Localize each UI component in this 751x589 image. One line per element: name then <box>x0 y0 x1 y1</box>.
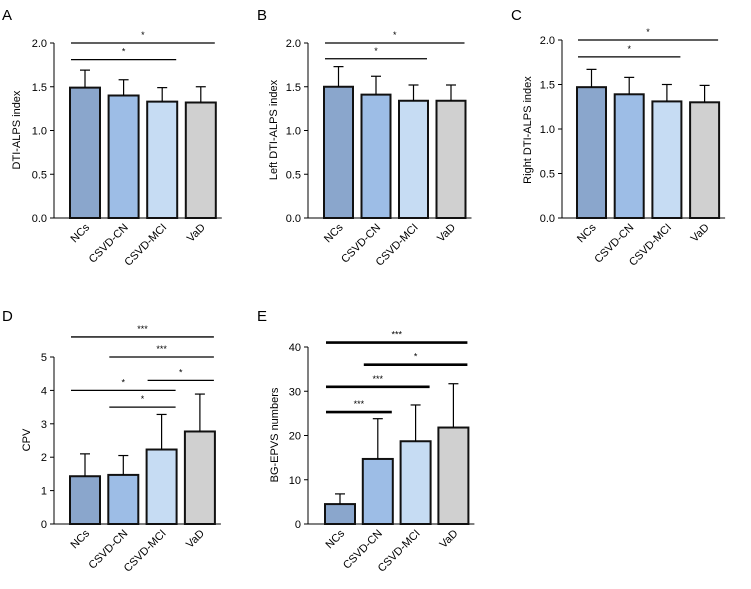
category-label: VaD <box>435 222 458 245</box>
bar-VaD <box>184 101 217 219</box>
y-axis-title: BG-EPVS numbers <box>269 387 281 482</box>
category-label: NCs <box>69 527 93 551</box>
y-tick-label: 0.5 <box>540 169 555 181</box>
bar-NCs <box>576 86 607 219</box>
y-tick-label: 0.5 <box>32 169 47 181</box>
significance-label: * <box>141 394 145 404</box>
category-label: NCs <box>575 221 599 245</box>
bar-CSVD-MCI <box>145 448 178 526</box>
category-label: NCs <box>69 221 93 245</box>
y-tick-label: 3 <box>41 419 47 431</box>
y-tick-label: 2.0 <box>286 38 301 50</box>
significance-label: * <box>374 46 378 56</box>
bar-CSVD-CN <box>360 93 392 219</box>
bar-CSVD-MCI <box>651 100 683 219</box>
significance-label: *** <box>354 399 365 409</box>
y-axis-title: Right DTI-ALPS index <box>522 76 534 184</box>
significance-label: *** <box>391 330 402 340</box>
significance-label: *** <box>137 324 148 334</box>
category-label: VaD <box>437 528 460 551</box>
panel-label: B <box>257 7 267 24</box>
bar-CSVD-MCI <box>399 440 432 525</box>
significance-label: * <box>414 352 418 362</box>
y-tick-label: 0.0 <box>540 213 555 225</box>
category-label: NCs <box>322 221 346 245</box>
bar-NCs <box>324 503 356 525</box>
y-tick-label: 4 <box>41 385 47 397</box>
y-tick-label: 0 <box>41 519 47 531</box>
y-tick-label: 1.0 <box>540 124 555 136</box>
bar-NCs <box>69 475 101 526</box>
y-tick-label: 1.0 <box>286 126 301 138</box>
y-tick-label: 10 <box>289 475 301 487</box>
bar-VaD <box>183 430 216 525</box>
y-tick-label: 1.5 <box>540 80 555 92</box>
y-axis-title: Left DTI-ALPS index <box>268 79 280 180</box>
bar-VaD <box>437 426 470 525</box>
y-tick-label: 2.0 <box>32 38 47 50</box>
significance-label: * <box>627 44 631 54</box>
y-tick-label: 2 <box>41 452 47 464</box>
significance-label: * <box>179 367 183 377</box>
y-tick-label: 40 <box>289 342 301 354</box>
bar-VaD <box>435 99 467 219</box>
category-label: VaD <box>185 222 208 245</box>
bar-CSVD-MCI <box>146 100 179 219</box>
significance-label: * <box>122 47 126 57</box>
category-label: NCs <box>324 527 348 551</box>
y-tick-label: 5 <box>41 352 47 364</box>
panel-label: A <box>2 7 12 24</box>
panel-label: C <box>511 7 522 24</box>
y-axis-title: DTI-ALPS index <box>11 90 23 169</box>
significance-label: * <box>393 30 397 40</box>
significance-label: * <box>122 377 126 387</box>
bar-CSVD-CN <box>613 93 645 219</box>
y-tick-label: 20 <box>289 431 301 443</box>
bar-NCs <box>323 85 354 219</box>
y-tick-label: 30 <box>289 386 301 398</box>
significance-label: *** <box>373 374 384 384</box>
significance-label: * <box>646 27 650 37</box>
y-tick-label: 1.0 <box>32 126 47 138</box>
category-label: VaD <box>184 528 207 551</box>
y-tick-label: 1.5 <box>286 82 301 94</box>
bar-CSVD-CN <box>107 94 140 219</box>
bar-CSVD-CN <box>361 457 394 526</box>
bar-CSVD-CN <box>107 473 140 526</box>
y-tick-label: 0 <box>295 519 301 531</box>
category-label: VaD <box>689 222 712 245</box>
y-tick-label: 1.5 <box>32 82 47 94</box>
panel-label: E <box>257 308 267 325</box>
y-tick-label: 1 <box>41 486 47 498</box>
bar-NCs <box>69 86 101 219</box>
significance-label: *** <box>156 344 167 354</box>
panel-label: D <box>2 308 13 325</box>
y-tick-label: 0.5 <box>286 169 301 181</box>
bar-CSVD-MCI <box>398 99 429 219</box>
y-axis-title: CPV <box>21 428 33 451</box>
y-tick-label: 0.0 <box>286 213 301 225</box>
category-label: CSVD-MCI <box>122 222 169 269</box>
bar-VaD <box>689 101 721 219</box>
y-tick-label: 2.0 <box>540 35 555 47</box>
significance-label: * <box>141 30 145 40</box>
y-tick-label: 0.0 <box>32 213 47 225</box>
